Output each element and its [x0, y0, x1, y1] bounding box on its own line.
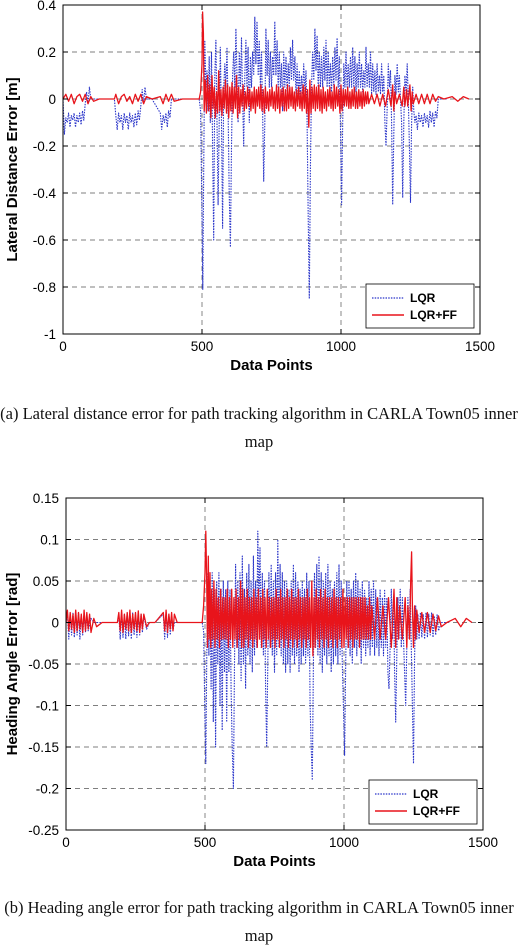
figure-caption-a: (a) Lateral distance error for path trac… [0, 404, 518, 451]
x-tick-label: 1000 [329, 835, 359, 850]
y-axis-title: Heading Angle Error [rad] [4, 573, 21, 756]
y-axis-title: Lateral Distance Error [m] [4, 77, 21, 261]
y-tick-label: 0 [48, 92, 56, 107]
legend-label-lqr: LQR [410, 291, 436, 305]
legend-label-lqr-ff: LQR+FF [410, 308, 457, 322]
series-line-lqr-ff [66, 530, 473, 657]
plot-background [63, 5, 480, 334]
heading-error-chart: 0 500 1000 1500 -0.25 -0.2 -0.15 -0.1 -0.05 0 0.05… [4, 491, 498, 870]
legend-label-lqr: LQR [413, 787, 439, 801]
y-tick-label: -0.6 [33, 233, 56, 248]
y-tick-label: -0.8 [33, 280, 56, 295]
x-tick-label: 1500 [468, 835, 498, 850]
series-line-lqr [63, 16, 447, 300]
legend-label-lqr-ff: LQR+FF [413, 804, 460, 818]
y-tick-label: 0 [51, 616, 59, 631]
heading-error-figure: 0 500 1000 1500 -0.25 -0.2 -0.15 -0.1 -0.05 0 0.05… [0, 478, 518, 946]
legend-box [368, 779, 478, 825]
y-tick-label: -0.2 [36, 782, 59, 797]
y-tick-label: -0.05 [28, 657, 59, 672]
axes-frame [62, 4, 481, 335]
legend: LQR LQR+FF [368, 779, 478, 825]
y-tick-label: -0.2 [33, 139, 56, 154]
y-tick-label: -0.1 [36, 699, 59, 714]
y-tick-label: 0.05 [33, 574, 59, 589]
y-tick-label: -0.25 [28, 823, 59, 838]
series-line-lqr-ff [63, 11, 470, 128]
x-tick-label: 1000 [326, 339, 356, 354]
y-tick-label: 0.2 [37, 45, 56, 60]
y-tick-label: 0.15 [33, 491, 59, 506]
y-tick-label: -0.4 [33, 186, 57, 201]
y-tick-label: 0.4 [37, 0, 56, 13]
x-tick-label: 500 [191, 339, 214, 354]
x-tick-label: 0 [59, 339, 67, 354]
x-axis-title: Data Points [230, 357, 313, 374]
x-tick-label: 0 [62, 835, 70, 850]
x-tick-label: 1500 [465, 339, 495, 354]
lateral-error-chart: 0 500 1000 1500 -1 -0.8 -0.6 -0.4 -0.2 0 0.2 0.4 Dat… [4, 0, 495, 374]
y-tick-label: -1 [44, 327, 56, 342]
x-axis-title: Data Points [233, 853, 316, 870]
lateral-error-figure: 0 500 1000 1500 -1 -0.8 -0.6 -0.4 -0.2 0 0.2 0.4 Dat… [0, 0, 518, 470]
figure-caption-b: (b) Heading angle error for path trackin… [4, 898, 514, 945]
y-tick-label: -0.15 [28, 740, 59, 755]
legend-box [365, 283, 475, 329]
x-tick-label: 500 [194, 835, 217, 850]
y-tick-label: 0.1 [40, 533, 59, 548]
legend: LQR LQR+FF [365, 283, 475, 329]
